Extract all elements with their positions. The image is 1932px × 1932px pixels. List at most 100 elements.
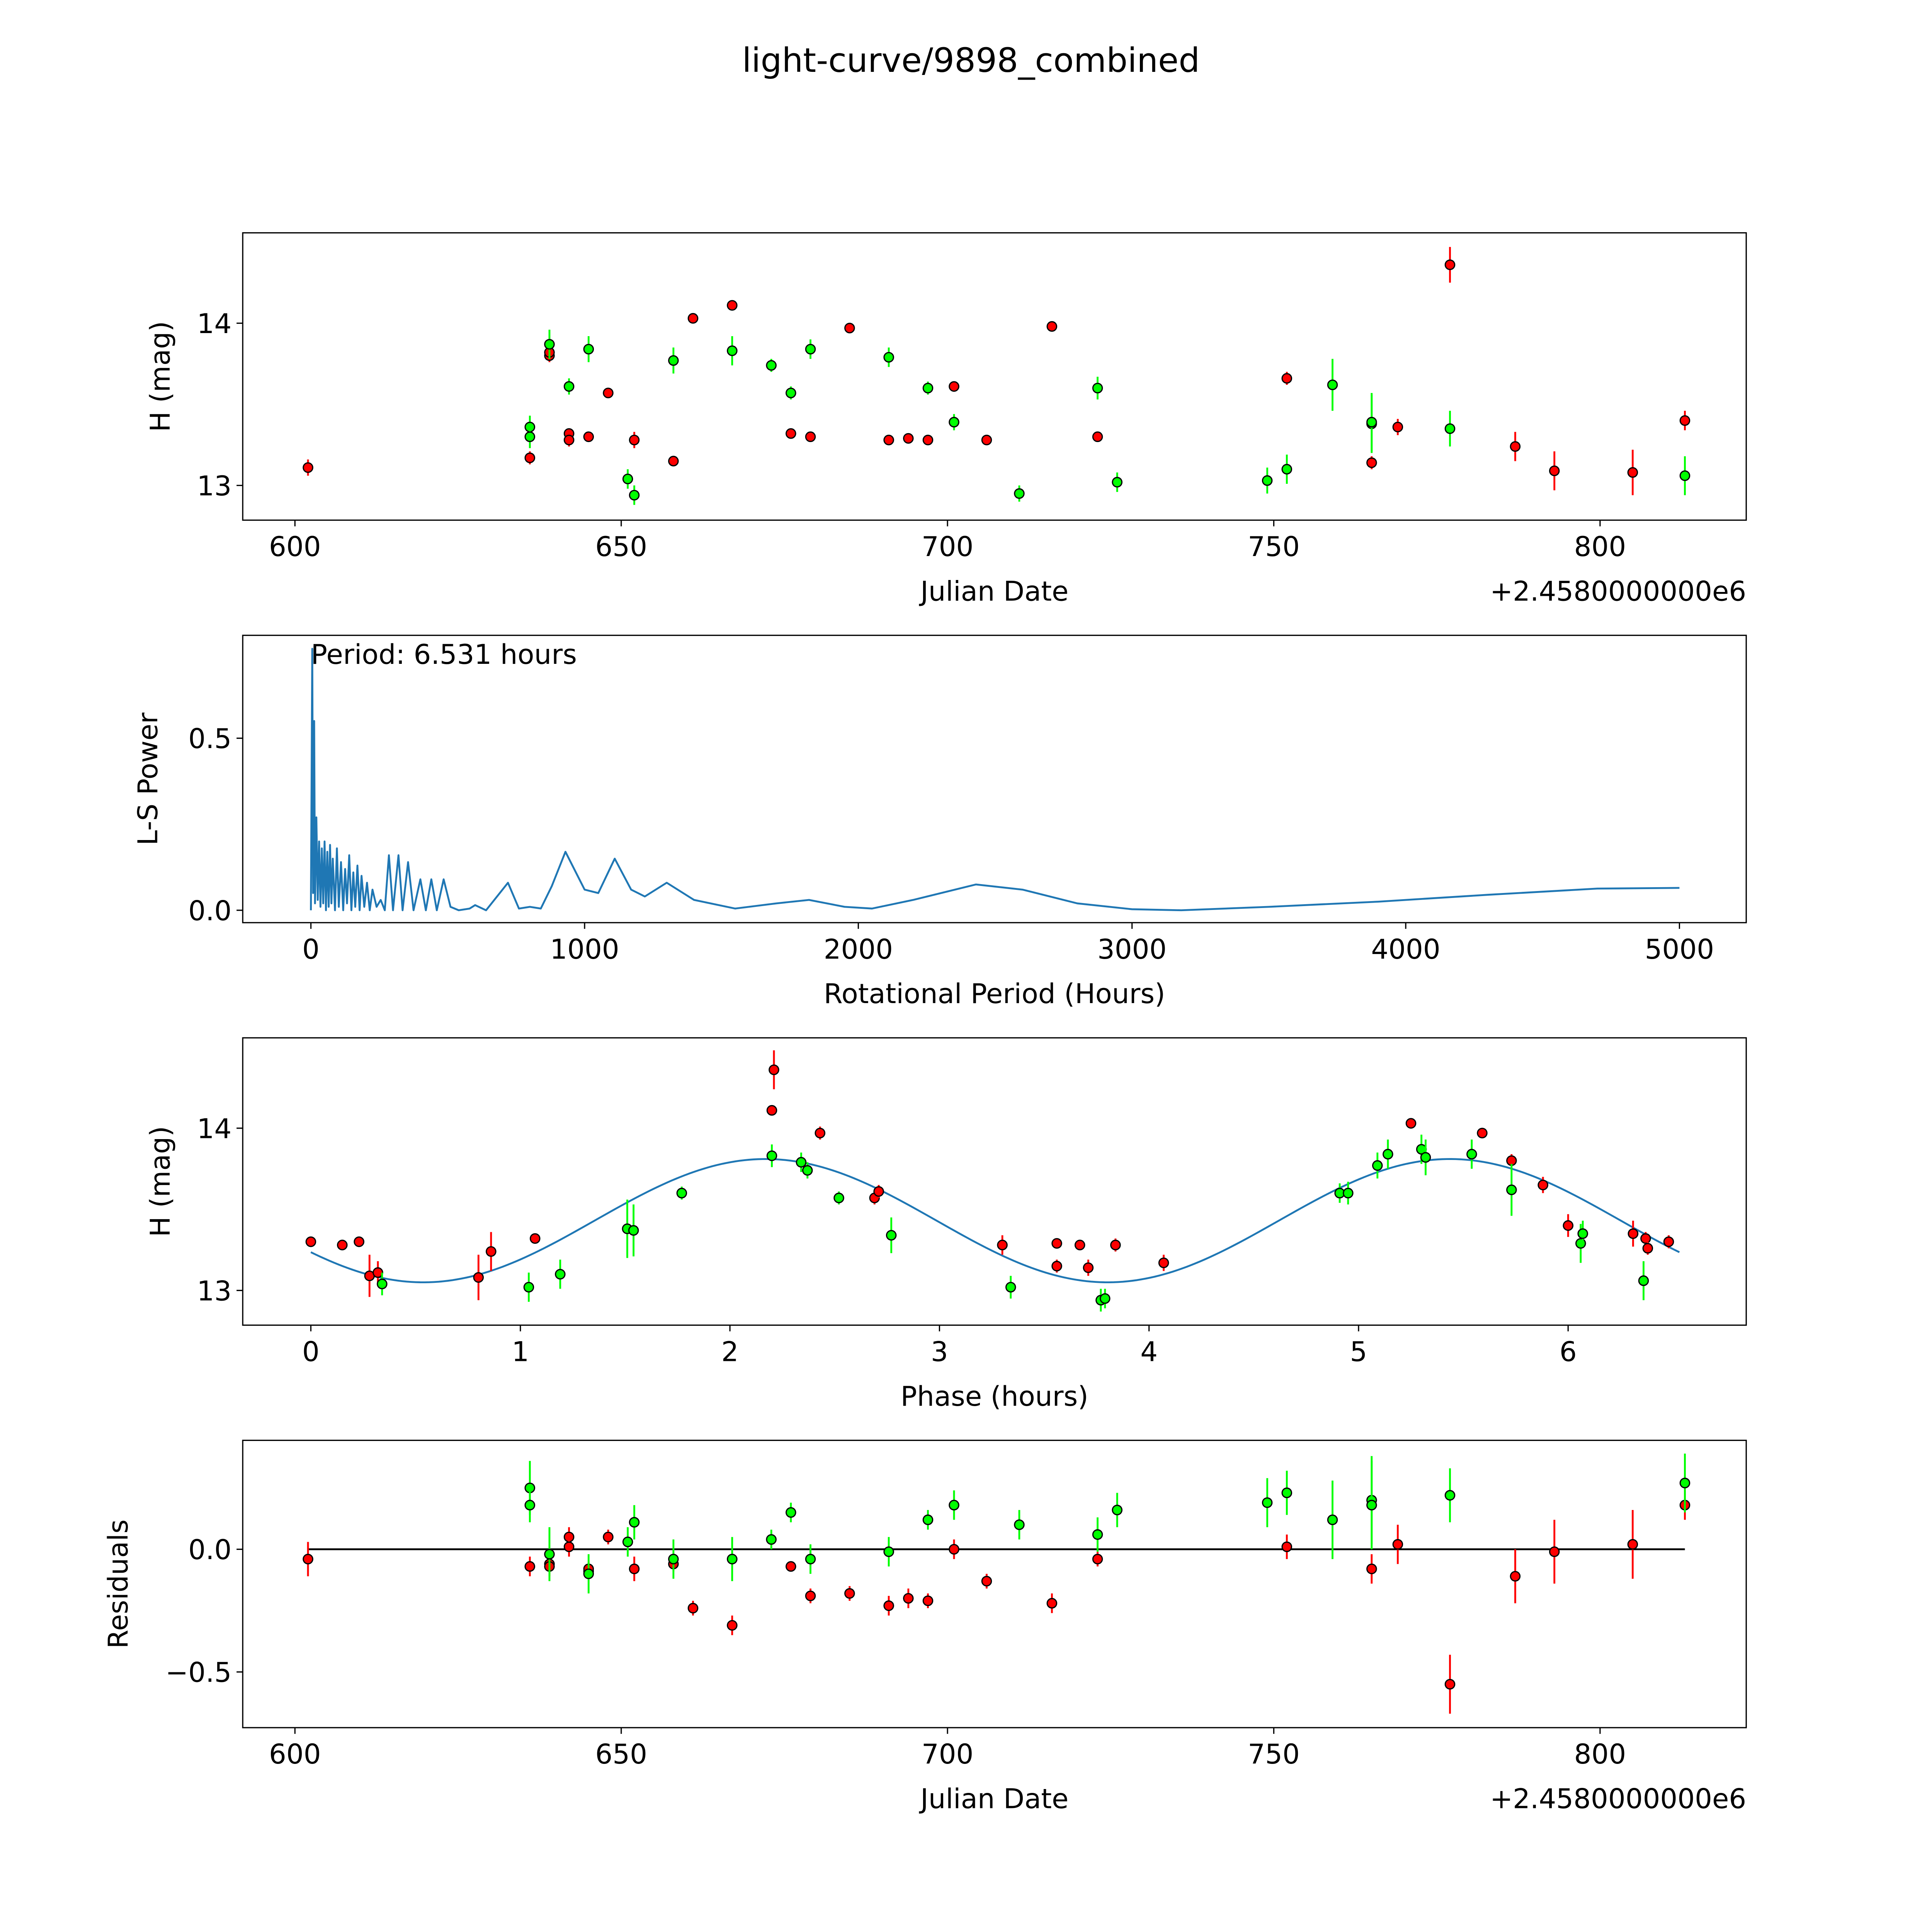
data-marker bbox=[1051, 1238, 1062, 1249]
data-marker bbox=[1112, 1505, 1122, 1515]
green-data-point bbox=[544, 330, 555, 359]
red-data-point bbox=[337, 1240, 348, 1250]
data-marker bbox=[1281, 1541, 1293, 1552]
red-data-point bbox=[883, 434, 894, 446]
green-data-point bbox=[727, 1537, 738, 1582]
periodogram-panel: Rotational Period (Hours) L-S Power Peri… bbox=[132, 634, 1747, 1010]
data-marker bbox=[628, 1225, 639, 1236]
red-data-point bbox=[949, 381, 959, 392]
green-data-point bbox=[668, 1539, 679, 1579]
red-data-point bbox=[1110, 1238, 1121, 1252]
green-data-point bbox=[1327, 1480, 1338, 1559]
red-data-point bbox=[1628, 1221, 1639, 1247]
lightcurve-ylabel: H (mag) bbox=[145, 321, 176, 432]
data-marker bbox=[727, 345, 738, 356]
red-data-point bbox=[1679, 411, 1690, 430]
green-data-point bbox=[1262, 468, 1273, 494]
data-marker bbox=[727, 300, 738, 311]
x-tick-label: 750 bbox=[1248, 1738, 1300, 1770]
red-data-point bbox=[1281, 372, 1293, 385]
residuals-panel: Julian Date +2.4580000000e6 Residuals 60… bbox=[102, 1439, 1747, 1815]
green-data-point bbox=[523, 1272, 534, 1302]
x-tick-label: 0 bbox=[302, 934, 320, 965]
x-tick-label: 3000 bbox=[1097, 934, 1167, 965]
data-marker bbox=[922, 1595, 934, 1606]
green-data-point bbox=[1638, 1261, 1649, 1300]
data-marker bbox=[766, 1150, 777, 1161]
x-tick-label: 2000 bbox=[824, 934, 893, 965]
data-marker bbox=[1343, 1187, 1354, 1199]
data-marker bbox=[1327, 1514, 1338, 1526]
green-data-point bbox=[922, 381, 934, 395]
data-marker bbox=[629, 490, 640, 501]
data-marker bbox=[563, 381, 575, 392]
x-tick-label: 650 bbox=[595, 531, 647, 563]
red-data-point bbox=[563, 1537, 575, 1557]
red-data-point bbox=[364, 1255, 375, 1297]
data-marker bbox=[922, 383, 934, 394]
data-marker bbox=[1477, 1128, 1488, 1139]
green-data-point bbox=[786, 1502, 796, 1522]
red-data-point bbox=[354, 1236, 364, 1247]
data-marker bbox=[1281, 1487, 1293, 1498]
data-marker bbox=[1444, 1679, 1456, 1690]
periodogram-axes-frame bbox=[242, 634, 1747, 923]
data-marker bbox=[1577, 1228, 1588, 1239]
x-tick-label: 1000 bbox=[550, 934, 619, 965]
data-marker bbox=[886, 1230, 897, 1241]
red-data-point bbox=[922, 1593, 934, 1608]
x-tick-label: 4000 bbox=[1371, 934, 1440, 965]
y-tick-label: 0.0 bbox=[188, 1534, 231, 1566]
data-marker bbox=[622, 473, 633, 485]
green-data-point bbox=[524, 425, 536, 448]
x-tick-label: 700 bbox=[922, 1738, 974, 1770]
red-data-point bbox=[1627, 449, 1638, 495]
data-marker bbox=[563, 1541, 575, 1552]
phased-ylabel: H (mag) bbox=[145, 1126, 176, 1237]
data-marker bbox=[786, 1561, 796, 1572]
green-data-point bbox=[1092, 1517, 1103, 1552]
periodogram-ylabel: L-S Power bbox=[132, 713, 164, 845]
green-data-point bbox=[629, 1505, 640, 1540]
red-data-point bbox=[1405, 1118, 1417, 1129]
data-marker bbox=[1444, 259, 1456, 270]
green-data-point bbox=[1444, 1468, 1456, 1522]
x-tick-label: 800 bbox=[1574, 531, 1626, 563]
green-data-point bbox=[622, 469, 633, 489]
green-data-point bbox=[833, 1191, 844, 1205]
green-data-point bbox=[555, 1259, 566, 1289]
data-marker bbox=[997, 1240, 1008, 1250]
red-data-point bbox=[1046, 1593, 1058, 1613]
data-marker bbox=[883, 1600, 894, 1611]
green-data-point bbox=[628, 1204, 639, 1257]
green-data-point bbox=[786, 386, 796, 400]
data-marker bbox=[1640, 1233, 1651, 1244]
red-data-point bbox=[1663, 1235, 1674, 1248]
red-data-point bbox=[305, 1236, 316, 1247]
red-data-point bbox=[1642, 1242, 1653, 1255]
y-tick-label: −0.5 bbox=[165, 1657, 231, 1689]
red-data-point bbox=[687, 1600, 699, 1616]
red-data-point bbox=[668, 456, 679, 467]
data-marker bbox=[676, 1187, 687, 1199]
red-data-point bbox=[844, 323, 855, 333]
red-data-point bbox=[769, 1050, 779, 1089]
data-marker bbox=[668, 456, 679, 467]
data-marker bbox=[524, 1500, 536, 1510]
green-data-point bbox=[1014, 485, 1025, 502]
green-data-point bbox=[1383, 1139, 1393, 1169]
data-marker bbox=[1506, 1184, 1517, 1196]
data-marker bbox=[337, 1240, 348, 1250]
red-data-point bbox=[1640, 1232, 1651, 1245]
periodogram-plot-area bbox=[310, 648, 1680, 912]
data-marker bbox=[303, 462, 313, 473]
data-marker bbox=[786, 388, 796, 398]
green-data-point bbox=[668, 347, 679, 374]
x-tick-label: 600 bbox=[269, 1738, 321, 1770]
green-data-point bbox=[802, 1162, 813, 1179]
red-data-point bbox=[1083, 1259, 1094, 1276]
data-marker bbox=[1642, 1243, 1653, 1254]
data-marker bbox=[377, 1279, 388, 1289]
green-data-point bbox=[1506, 1164, 1517, 1216]
